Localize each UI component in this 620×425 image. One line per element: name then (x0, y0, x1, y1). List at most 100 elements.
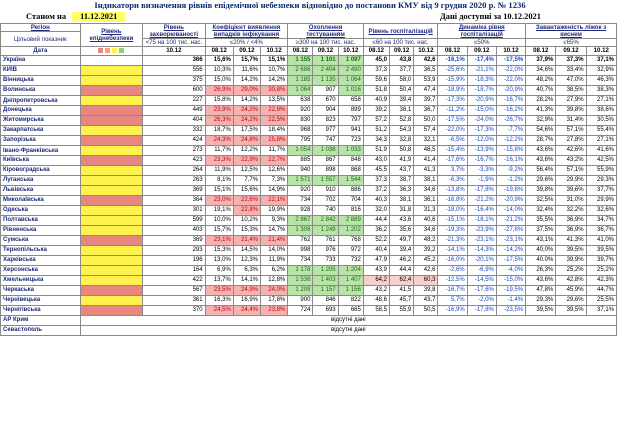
detection-value: 14,2% (232, 95, 262, 106)
dynamics-value: -24,0% (466, 115, 497, 126)
table-row: Чернігівська 370 24,5% 24,4% 23,8% 724 693 665 5… (0, 305, 618, 316)
testing-value: 898 (312, 165, 339, 176)
dynamics-value: -21,1% (466, 65, 497, 76)
testing-value: 1 155 (287, 55, 314, 66)
table-row: Львівська 369 15,1% 15,6% 14,9% 920 910 886 37,2… (0, 185, 618, 196)
beds-value: 27,8% (555, 135, 587, 146)
table-row: Севастополь відсутні дані (0, 325, 618, 336)
testing-value: 2 867 (287, 215, 314, 226)
beds-value: 55,9% (585, 165, 618, 176)
beds-value: 37,9% (525, 55, 557, 66)
detection-value: 22,9% (232, 155, 262, 166)
dynamics-value: -16,8% (437, 195, 468, 206)
beds-value: 40,0% (525, 255, 557, 266)
beds-value: 32,6% (585, 205, 618, 216)
testing-value: 795 (287, 135, 314, 146)
testing-value: 1 403 (312, 275, 339, 286)
region-name: Одеська (0, 205, 81, 216)
detection-value: 15,0% (204, 75, 234, 86)
hospitalization-value: 37,2 (362, 185, 391, 196)
hospitalization-value: 54,3 (389, 125, 415, 136)
beds-value: 39,8% (555, 105, 587, 116)
detection-value: 15,3% (204, 245, 234, 256)
hospitalization-value: 50,5 (413, 305, 439, 316)
testing-value: 1 157 (312, 285, 339, 296)
incidence-target: <75 на 100 тис. нас. (142, 38, 206, 47)
table-row: Одеська 301 19,1% 22,8% 19,9% 928 740 816 32,0 31… (0, 205, 618, 216)
testing-value: 867 (312, 155, 339, 166)
date-col: 10.12 (585, 46, 618, 56)
dynamics-value: -18,9% (437, 85, 468, 96)
testing-value: 1 156 (337, 285, 364, 296)
detection-value: 6,2% (260, 265, 289, 276)
hospitalization-value: 41,3 (413, 165, 439, 176)
beds-value: 56,4% (525, 165, 557, 176)
testing-value: 1 306 (287, 225, 314, 236)
beds-value: 29,6% (555, 295, 587, 306)
detection-value: 14,1% (232, 275, 262, 286)
testing-value: 761 (312, 235, 339, 246)
beds-value: 33,4% (555, 65, 587, 76)
page-title: Індикатори визначення рівнів епідемічної… (94, 0, 526, 10)
detection-value: 15,1% (260, 55, 289, 66)
detection-value: 22,1% (260, 195, 289, 206)
date-col: 08.12 (287, 46, 314, 56)
dynamics-value: -11,2% (437, 105, 468, 116)
testing-value: 1 205 (312, 265, 339, 276)
detection-value: 10,7% (260, 65, 289, 76)
dynamics-value: -14,5% (466, 275, 497, 286)
detection-value: 30,8% (260, 85, 289, 96)
no-data-value: відсутні дані (79, 325, 618, 336)
hospitalization-value: 36,1 (413, 195, 439, 206)
beds-value: 32,5% (525, 195, 557, 206)
beds-value: 40,0% (525, 245, 557, 256)
beds-value: 54,6% (525, 125, 557, 136)
incidence-value: 332 (142, 125, 206, 136)
hospitalization-value: 38,7 (389, 175, 415, 186)
hospitalization-value: 49,7 (389, 235, 415, 246)
incidence-value: 301 (142, 205, 206, 216)
testing-value: 920 (287, 185, 314, 196)
incidence-value: 600 (142, 85, 206, 96)
testing-value: 928 (287, 205, 314, 216)
hospitalization-value: 39,7 (413, 95, 439, 106)
detection-value: 22,8% (232, 205, 262, 216)
beds-value: 43,6% (525, 145, 557, 156)
hospitalization-value: 43,8 (389, 55, 415, 66)
testing-value: 797 (337, 115, 364, 126)
detection-value: 14,7% (260, 225, 289, 236)
beds-value: 47,0% (555, 75, 587, 86)
beds-value: 27,9% (555, 95, 587, 106)
detection-value: 10,3% (204, 65, 234, 76)
hospitalization-value: 43,7 (389, 165, 415, 176)
incidence-value: 264 (142, 165, 206, 176)
dynamics-value: -16,0% (437, 255, 468, 266)
dynamics-value: -21,2% (495, 215, 527, 226)
detection-value: 11,6% (232, 65, 262, 76)
region-name: Полтавська (0, 215, 81, 226)
beds-value: 26,3% (525, 265, 557, 276)
incidence-value: 369 (142, 235, 206, 246)
testing-value: 886 (337, 185, 364, 196)
hospitalization-value: 50,8 (389, 145, 415, 156)
dynamics-value: -17,5% (495, 255, 527, 266)
beds-value: 55,4% (585, 125, 618, 136)
dynamics-value: -16,7% (466, 155, 497, 166)
detection-value: 16,3% (204, 295, 234, 306)
level-swatch (112, 47, 118, 53)
incidence-value: 423 (142, 155, 206, 166)
detection-value: 9,3% (260, 215, 289, 226)
detection-value: 21,4% (260, 235, 289, 246)
hospitalization-value: 42,6 (413, 265, 439, 276)
hospitalization-value: 45,2 (413, 255, 439, 266)
beds-value: 27,1% (585, 95, 618, 106)
dynamics-value: -23,1% (495, 235, 527, 246)
beds-value: 28,7% (525, 135, 557, 146)
dynamics-value: -12,0% (466, 135, 497, 146)
testing-value: 1 407 (337, 275, 364, 286)
dynamics-value: -17,8% (466, 185, 497, 196)
dynamics-value: -23,1% (466, 235, 497, 246)
dynamics-value: -1,2% (495, 175, 527, 186)
table-row: Полтавська 599 10,0% 10,2% 9,3% 2 867 2 842 2 8… (0, 215, 618, 226)
date-col: 10.12 (495, 46, 527, 56)
